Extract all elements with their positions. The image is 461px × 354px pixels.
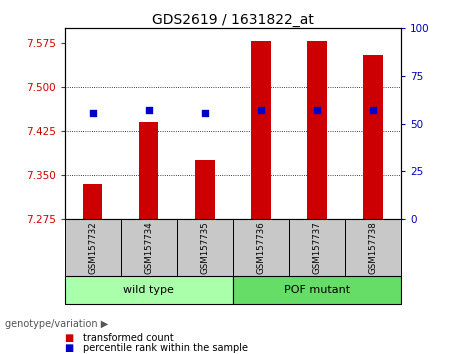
Bar: [65, 219, 121, 276]
Bar: [233, 276, 401, 304]
Bar: [307, 41, 327, 219]
Bar: [251, 41, 271, 219]
Text: wild type: wild type: [123, 285, 174, 295]
Point: [369, 108, 377, 113]
Point: [145, 108, 152, 113]
Text: transformed count: transformed count: [83, 333, 174, 343]
Text: GSM157736: GSM157736: [256, 221, 266, 274]
Text: POF mutant: POF mutant: [284, 285, 350, 295]
Bar: [195, 160, 214, 219]
Text: ■: ■: [65, 343, 74, 353]
Bar: [289, 219, 345, 276]
Text: GSM157735: GSM157735: [200, 221, 209, 274]
Text: GSM157737: GSM157737: [313, 221, 321, 274]
Bar: [65, 276, 233, 304]
Point: [257, 108, 265, 113]
Title: GDS2619 / 1631822_at: GDS2619 / 1631822_at: [152, 13, 314, 27]
Point: [201, 110, 208, 116]
Point: [313, 108, 321, 113]
Bar: [345, 219, 401, 276]
Text: ■: ■: [65, 333, 74, 343]
Point: [89, 110, 96, 116]
Bar: [121, 219, 177, 276]
Text: GSM157734: GSM157734: [144, 221, 153, 274]
Text: GSM157732: GSM157732: [88, 221, 97, 274]
Bar: [139, 122, 159, 219]
Bar: [83, 184, 102, 219]
Text: genotype/variation ▶: genotype/variation ▶: [5, 319, 108, 329]
Bar: [233, 219, 289, 276]
Text: GSM157738: GSM157738: [368, 221, 378, 274]
Text: percentile rank within the sample: percentile rank within the sample: [83, 343, 248, 353]
Bar: [363, 55, 383, 219]
Bar: [177, 219, 233, 276]
